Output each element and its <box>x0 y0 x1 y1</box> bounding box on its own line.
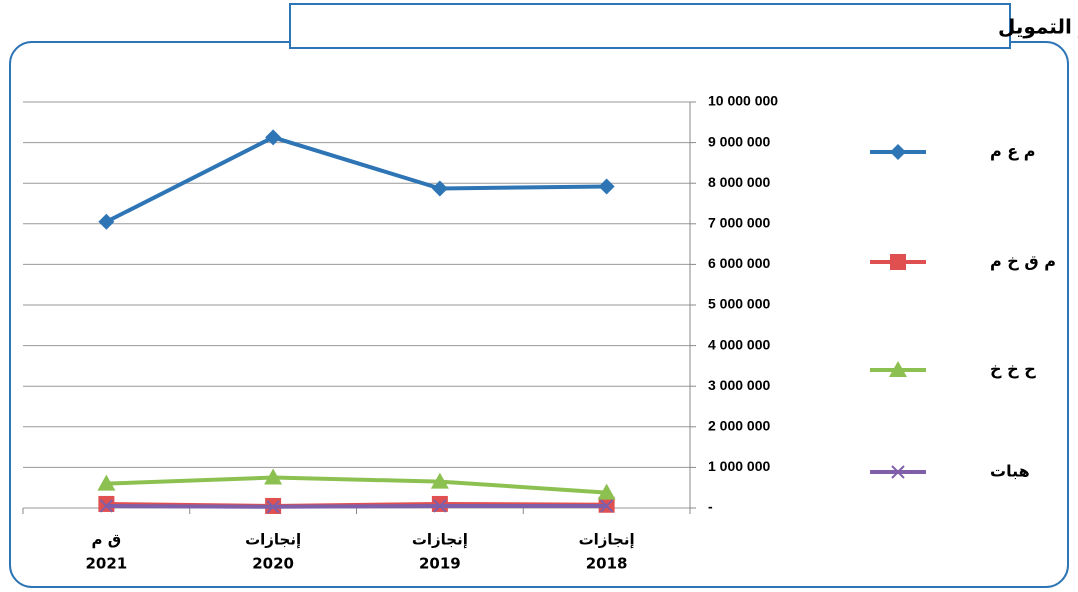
marker <box>99 499 114 513</box>
legend-label: م ع م <box>990 142 1036 161</box>
marker <box>265 129 282 146</box>
x-tick-label: إنجازات <box>579 531 635 549</box>
marker <box>889 361 907 377</box>
marker <box>264 468 283 485</box>
marker <box>98 495 115 512</box>
line <box>106 503 607 509</box>
legend-label: ح خ خ <box>990 360 1036 379</box>
x-tick-label: 2020 <box>252 555 294 573</box>
marker <box>891 465 905 479</box>
marker <box>597 483 616 500</box>
x-tick-label: إنجازات <box>245 531 301 549</box>
x-tick-label: 2018 <box>586 555 628 573</box>
y-tick-label: 3 000 000 <box>708 377 770 393</box>
chart-title: رسم بياني 4: تطور تحويلات الدولة حسب مصد… <box>998 15 1078 40</box>
y-tick-label: - <box>708 499 713 515</box>
y-tick-label: 2 000 000 <box>708 418 770 434</box>
marker <box>433 499 447 513</box>
marker <box>431 495 448 512</box>
y-tick-label: 8 000 000 <box>708 174 770 190</box>
line <box>106 475 607 495</box>
y-tick-label: 6 000 000 <box>708 255 770 271</box>
marker <box>598 178 615 195</box>
y-tick-label: 5 000 000 <box>708 296 770 312</box>
y-tick-label: 9 000 000 <box>708 133 770 149</box>
marker <box>430 472 449 489</box>
x-tick-label: ق م <box>92 531 122 549</box>
y-tick-label: 7 000 000 <box>708 215 770 231</box>
line <box>105 135 607 224</box>
marker <box>98 213 115 230</box>
title-box <box>289 3 1011 49</box>
x-tick-label: 2021 <box>86 555 128 573</box>
marker <box>599 499 614 513</box>
x-tick-label: 2019 <box>419 555 461 573</box>
y-tick-label: 1 000 000 <box>708 458 770 474</box>
marker <box>97 474 116 491</box>
marker <box>431 180 448 197</box>
legend-label: م ق خ م <box>990 252 1056 271</box>
marker <box>890 144 906 160</box>
y-tick-label: 4 000 000 <box>708 336 770 352</box>
legend-label: هبات <box>990 462 1030 481</box>
marker <box>266 500 280 514</box>
x-tick-label: إنجازات <box>412 531 468 549</box>
y-tick-label: 10 000 000 <box>708 93 778 109</box>
marker <box>890 254 906 270</box>
